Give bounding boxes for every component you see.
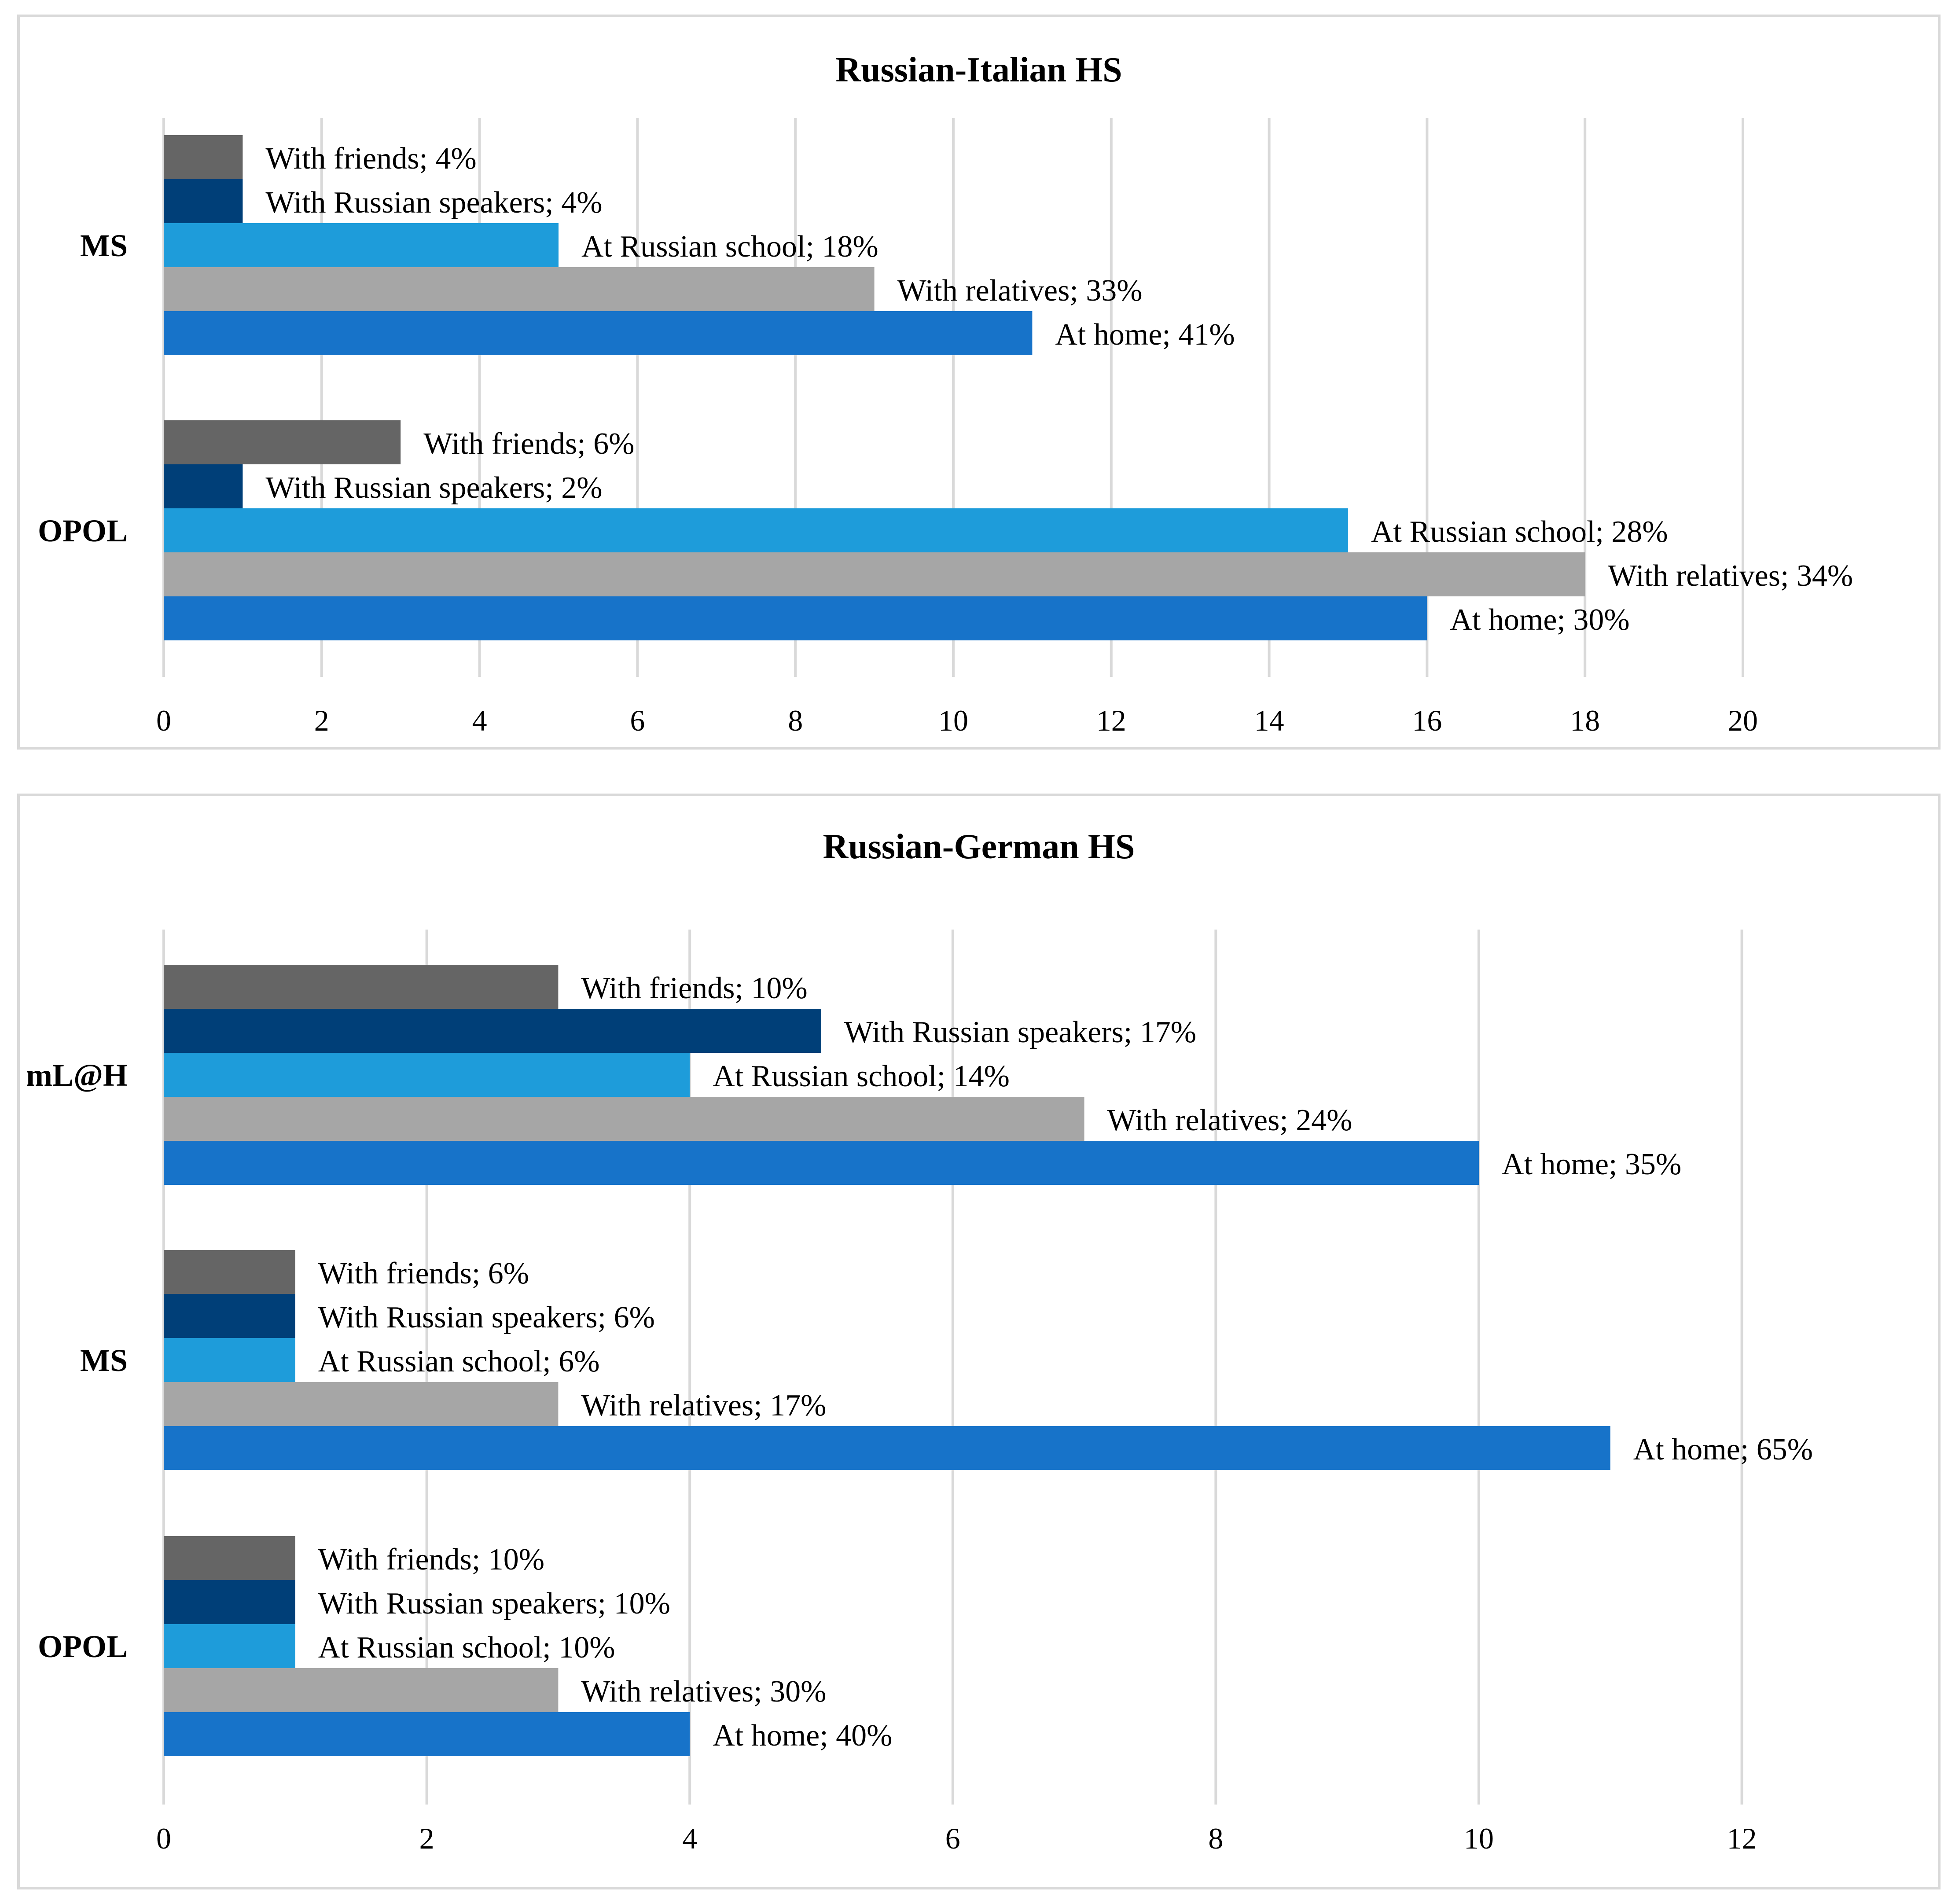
x-tick-label-4: 4 — [682, 1822, 697, 1855]
bar-opol-with-friends — [164, 420, 401, 464]
bar-ms-at-russian-school — [164, 1338, 295, 1382]
bars — [164, 135, 1585, 640]
bar-opol-at-russian-school — [164, 508, 1348, 552]
data-label-ms-with-friends: With friends; 4% — [265, 142, 476, 176]
bar-ml-h-at-home — [164, 1141, 1479, 1185]
chart-panel-russian-german: Russian-German HS With friends; 10%With … — [17, 794, 1941, 1889]
data-label-ml-h-at-russian-school: At Russian school; 14% — [713, 1059, 1010, 1093]
x-tick-label-12: 12 — [1096, 704, 1126, 737]
bar-ml-h-with-friends — [164, 965, 559, 1009]
bar-ms-at-home — [164, 311, 1033, 355]
bar-ms-with-friends — [164, 1250, 295, 1294]
x-tick-label-8: 8 — [1208, 1822, 1223, 1855]
data-label-ms-with-russian-speakers: With Russian speakers; 4% — [265, 186, 602, 220]
x-tick-labels: 0 2 4 6 8 10 12 — [156, 1822, 1757, 1855]
bar-opol-with-relatives — [164, 1668, 559, 1712]
data-label-opol-at-russian-school: At Russian school; 10% — [318, 1631, 615, 1665]
x-tick-label-4: 4 — [472, 704, 487, 737]
x-tick-label-8: 8 — [788, 704, 803, 737]
data-labels: With friends; 4% With Russian speakers; 4… — [265, 142, 1853, 637]
x-tick-label-2: 2 — [314, 704, 329, 737]
data-label-opol-at-home: At home; 40% — [713, 1719, 892, 1753]
bar-ms-with-relatives — [164, 1382, 559, 1426]
x-tick-label-0: 0 — [156, 1822, 171, 1855]
data-label-ms-at-russian-school: At Russian school; 18% — [581, 230, 878, 264]
data-label-ms-with-russian-speakers: With Russian speakers; 6% — [318, 1301, 655, 1334]
category-label-ms: MS — [80, 1343, 128, 1378]
x-tick-label-10: 10 — [1464, 1822, 1494, 1855]
data-label-opol-at-home: At home; 30% — [1450, 603, 1629, 637]
data-label-opol-with-friends: With friends; 10% — [318, 1543, 544, 1577]
bar-ms-with-friends — [164, 135, 243, 179]
data-label-opol-with-russian-speakers: With Russian speakers; 2% — [265, 471, 602, 505]
category-labels: mL@H MS OPOL — [26, 1058, 128, 1664]
x-tick-label-0: 0 — [156, 704, 171, 737]
bar-opol-with-russian-speakers — [164, 464, 243, 508]
x-tick-labels: 0 2 4 6 8 10 12 14 16 18 20 — [156, 704, 1758, 737]
x-tick-label-16: 16 — [1412, 704, 1442, 737]
bar-opol-with-relatives — [164, 552, 1585, 596]
x-tick-label-20: 20 — [1728, 704, 1758, 737]
x-tick-label-10: 10 — [938, 704, 968, 737]
bar-ml-h-at-russian-school — [164, 1053, 690, 1097]
data-label-ml-h-with-relatives: With relatives; 24% — [1107, 1103, 1353, 1137]
data-label-opol-with-relatives: With relatives; 30% — [581, 1675, 826, 1709]
data-label-opol-with-friends: With friends; 6% — [423, 427, 634, 461]
chart-title: Russian-Italian HS — [835, 51, 1122, 89]
bar-ml-h-with-russian-speakers — [164, 1009, 821, 1053]
category-label-opol: OPOL — [38, 1629, 128, 1664]
bar-ms-with-russian-speakers — [164, 179, 243, 223]
bar-opol-at-russian-school — [164, 1624, 295, 1668]
data-label-ms-with-friends: With friends; 6% — [318, 1257, 529, 1290]
x-tick-label-18: 18 — [1570, 704, 1600, 737]
data-label-ms-at-home: At home; 65% — [1633, 1433, 1813, 1467]
x-tick-label-6: 6 — [630, 704, 645, 737]
bar-ml-h-with-relatives — [164, 1097, 1084, 1141]
x-tick-label-2: 2 — [419, 1822, 434, 1855]
x-tick-label-14: 14 — [1254, 704, 1284, 737]
category-labels: MS OPOL — [38, 228, 128, 548]
data-label-ml-h-with-friends: With friends; 10% — [581, 971, 807, 1005]
category-label-ml-h: mL@H — [26, 1058, 128, 1093]
bars — [164, 965, 1610, 1756]
bar-ms-at-home — [164, 1426, 1610, 1470]
data-label-opol-with-russian-speakers: With Russian speakers; 10% — [318, 1587, 670, 1621]
data-label-ms-with-relatives: With relatives; 17% — [581, 1389, 826, 1422]
data-label-opol-at-russian-school: At Russian school; 28% — [1371, 515, 1668, 549]
data-label-ml-h-at-home: At home; 35% — [1502, 1147, 1681, 1181]
data-label-ms-at-home: At home; 41% — [1055, 318, 1235, 352]
bar-opol-at-home — [164, 596, 1427, 640]
category-label-opol: OPOL — [38, 513, 128, 548]
bar-ms-with-russian-speakers — [164, 1294, 295, 1338]
data-label-ms-with-relatives: With relatives; 33% — [897, 274, 1143, 308]
bar-opol-with-friends — [164, 1536, 295, 1580]
bar-ms-at-russian-school — [164, 223, 559, 267]
bar-opol-at-home — [164, 1712, 690, 1756]
data-labels: With friends; 10% With Russian speakers; … — [318, 971, 1813, 1753]
x-tick-label-6: 6 — [945, 1822, 960, 1855]
chart-title: Russian-German HS — [823, 827, 1135, 866]
data-label-ms-at-russian-school: At Russian school; 6% — [318, 1345, 600, 1378]
data-label-opol-with-relatives: With relatives; 34% — [1608, 559, 1853, 593]
category-label-ms: MS — [80, 228, 128, 263]
data-label-ml-h-with-russian-speakers: With Russian speakers; 17% — [844, 1015, 1196, 1049]
bar-ms-with-relatives — [164, 267, 875, 311]
x-tick-label-12: 12 — [1727, 1822, 1757, 1855]
bar-opol-with-russian-speakers — [164, 1580, 295, 1624]
chart-panel-russian-italian: Russian-Italian HS With friends; 4%With … — [17, 15, 1941, 750]
